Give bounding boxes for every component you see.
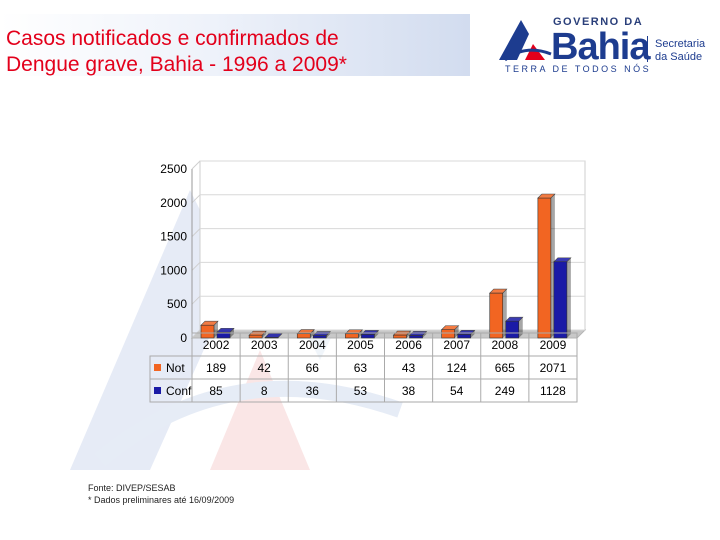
bar-side [310,329,315,338]
logo-top-text: GOVERNO DA [553,16,644,28]
data-label: 1128 [540,384,566,398]
bar-top [489,288,508,294]
bar-top [505,316,524,322]
dengue-bar-chart: 0 500 1000 1500 2000 2500 2002 2003 2004 2005 200… [149,160,587,403]
y-tick-label: 2000 [160,196,187,210]
bar-not-2009 [537,193,556,339]
x-tick-label: 2002 [203,338,230,352]
legend-swatch-not [154,364,161,371]
bar-not-2008 [489,288,508,339]
bar-side [358,329,363,338]
gridline-side [191,228,201,237]
y-tick-label: 2500 [160,162,187,176]
gridline-side [191,295,201,305]
data-label: 53 [354,384,368,398]
governo-bahia-logo: GOVERNO DA Bahia Secretaria da Saúde TER… [495,14,715,78]
gridline-side [191,329,201,339]
bar-side [278,333,283,338]
legend-label-not: Not [166,361,185,375]
data-label: 42 [258,361,272,375]
data-label: 665 [495,361,515,375]
legend-label-conf: Conf [166,384,192,398]
bar-top [200,320,219,326]
page-title: Casos notificados e confirmados de Dengu… [6,26,466,78]
gridline-side [191,160,201,170]
footer-notes: Fonte: DIVEP/SESAB * Dados preliminares … [88,482,234,506]
data-label: 38 [402,384,416,398]
preliminary-note: * Dados preliminares até 16/09/2009 [88,495,235,505]
bar-front [441,329,455,339]
x-tick-label: 2004 [299,338,326,352]
plot-wall [199,160,586,331]
bar-top [440,325,460,330]
logo-secretaria-line-2: da Saúde [655,51,703,63]
header-band [0,14,470,76]
x-tick-label: 2005 [347,338,374,352]
x-tick-label: 2003 [251,338,278,352]
bar-not-2002 [200,320,219,339]
x-tick-label: 2007 [443,338,470,352]
logo-tagline: TERRA DE TODOS NÓS [505,64,652,74]
bar-front [553,261,568,339]
logo-emblem-icon [499,20,552,62]
gridline-side [191,262,201,271]
title-line-2: Dengue grave, Bahia - 1996 a 2009* [6,53,347,76]
data-label: 249 [495,384,515,398]
title-line-1: Casos notificados e confirmados de [6,27,339,50]
data-label: 2071 [540,361,567,375]
data-label: 43 [402,361,416,375]
bar-side [566,257,571,338]
x-tick-label: 2008 [491,338,518,352]
bar-conf-2009 [553,257,572,339]
logo-secretaria-line-1: Secretaria [655,38,706,50]
bar-conf-2003 [264,333,283,339]
bar-top [553,257,572,263]
bar-top [216,327,235,333]
data-label: 124 [447,361,467,375]
logo-name: Bahia [551,26,650,68]
legend-swatch-conf [154,387,161,394]
bar-not-2007 [440,325,460,339]
bar-front [505,320,520,339]
bar-front [200,324,215,339]
data-label: 54 [450,384,464,398]
y-tick-label: 500 [167,297,187,311]
x-tick-label: 2009 [540,338,567,352]
bar-front [537,197,552,339]
data-label: 85 [209,384,223,398]
x-tick-label: 2006 [395,338,422,352]
gridline-side [191,194,201,204]
bar-side [470,330,475,338]
y-tick-label: 1500 [160,230,187,244]
bar-conf-2002 [216,327,235,339]
source-note: Fonte: DIVEP/SESAB [88,483,176,493]
data-label: 66 [306,361,320,375]
data-label: 189 [206,361,226,375]
bar-conf-2008 [505,316,524,339]
y-tick-label: 1000 [160,263,187,277]
bar-side [374,330,379,338]
logo-divider [647,36,648,62]
bar-front [489,292,504,339]
data-label: 8 [261,384,268,398]
data-label: 63 [354,361,368,375]
data-label: 36 [306,384,320,398]
bar-top [537,193,556,199]
y-tick-label: 0 [180,331,187,345]
